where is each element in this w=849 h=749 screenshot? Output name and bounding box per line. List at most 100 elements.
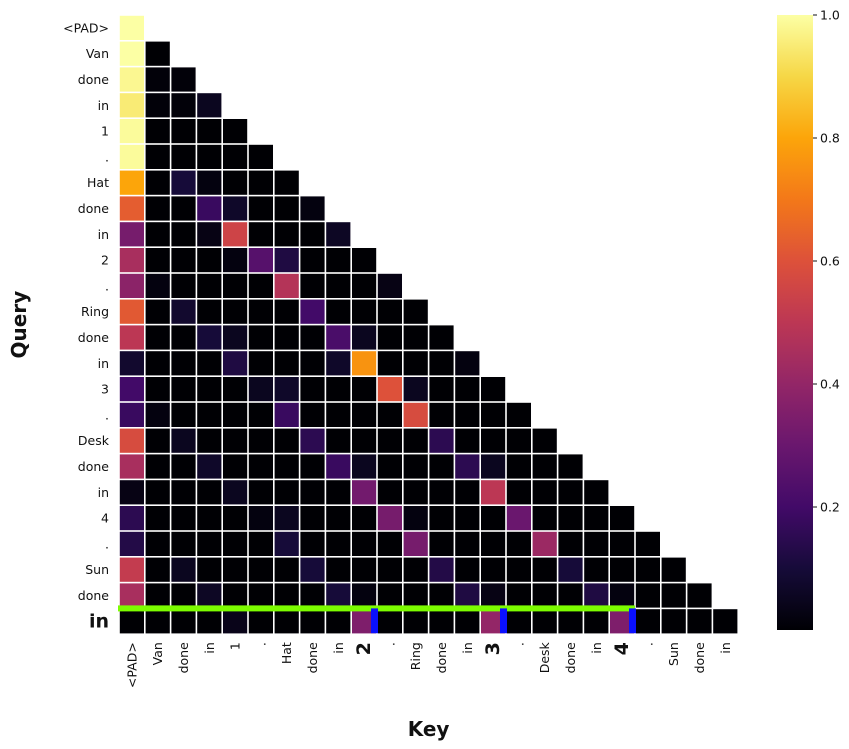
heatmap-cell	[197, 119, 222, 144]
y-tick-label: Van	[86, 46, 109, 61]
heatmap-cell	[145, 144, 170, 169]
y-tick-label: <PAD>	[63, 20, 109, 35]
heatmap-cell	[403, 351, 428, 376]
heatmap-cell	[274, 325, 299, 350]
heatmap-cell	[171, 351, 196, 376]
heatmap-cell	[403, 480, 428, 505]
heatmap-cell	[145, 531, 170, 556]
y-tick-label: in	[98, 485, 109, 500]
x-tick-label: Van	[150, 642, 165, 665]
heatmap-cell	[274, 402, 299, 427]
heatmap-cell	[352, 454, 377, 479]
heatmap-cell	[274, 583, 299, 608]
heatmap-cell	[532, 454, 557, 479]
y-tick-label: in	[98, 227, 109, 242]
heatmap-cell	[300, 402, 325, 427]
heatmap-cell	[171, 506, 196, 531]
heatmap-cell	[403, 402, 428, 427]
heatmap-cell	[274, 609, 299, 634]
heatmap-cell	[429, 377, 454, 402]
heatmap-cell	[326, 609, 351, 634]
heatmap-cell	[145, 299, 170, 324]
heatmap-cell	[713, 609, 738, 634]
heatmap-cell	[223, 170, 248, 195]
heatmap-cell	[223, 609, 248, 634]
heatmap-cell	[377, 299, 402, 324]
heatmap-cell	[403, 609, 428, 634]
heatmap-cell	[171, 531, 196, 556]
heatmap-cell	[145, 119, 170, 144]
y-axis-title: Query	[7, 291, 31, 359]
heatmap-cell	[532, 557, 557, 582]
heatmap-cell	[326, 248, 351, 273]
heatmap-cell	[481, 402, 506, 427]
heatmap-cell	[455, 506, 480, 531]
heatmap-cell	[429, 557, 454, 582]
heatmap-cell	[635, 609, 660, 634]
heatmap-cell	[584, 480, 609, 505]
x-tick-label: 3	[482, 642, 504, 655]
heatmap-cell	[171, 428, 196, 453]
x-tick-label: done	[434, 642, 449, 674]
x-tick-label: done	[692, 642, 707, 674]
heatmap-cell	[248, 273, 273, 298]
heatmap-cell	[506, 506, 531, 531]
x-tick-label: in	[589, 642, 604, 653]
x-tick-label: done	[305, 642, 320, 674]
heatmap-cell	[455, 583, 480, 608]
x-tick-label: Ring	[408, 642, 423, 670]
heatmap-cell	[429, 531, 454, 556]
heatmap-cell	[558, 531, 583, 556]
heatmap-cell	[377, 377, 402, 402]
heatmap-cell	[274, 506, 299, 531]
heatmap-cell	[352, 428, 377, 453]
heatmap-cell	[119, 144, 144, 169]
heatmap-cell	[326, 273, 351, 298]
heatmap-cell	[197, 402, 222, 427]
heatmap-cell	[223, 557, 248, 582]
heatmap-cell	[119, 557, 144, 582]
heatmap-cell	[171, 144, 196, 169]
heatmap-cells	[119, 15, 738, 634]
heatmap-cell	[584, 557, 609, 582]
heatmap-cell	[197, 144, 222, 169]
heatmap-cell	[171, 583, 196, 608]
y-tick-label: .	[105, 149, 109, 164]
heatmap-cell	[506, 480, 531, 505]
x-axis-title: Key	[408, 717, 450, 741]
heatmap-cell	[145, 480, 170, 505]
x-tick-label: 4	[611, 642, 633, 655]
heatmap-cell	[429, 609, 454, 634]
heatmap-cell	[274, 531, 299, 556]
heatmap-cell	[119, 15, 144, 41]
heatmap-cell	[274, 557, 299, 582]
heatmap-cell	[300, 531, 325, 556]
y-tick-label: 1	[101, 124, 109, 139]
x-tick-label: .	[382, 642, 397, 646]
heatmap-cell	[300, 609, 325, 634]
heatmap-cell	[248, 196, 273, 221]
heatmap-cell	[326, 583, 351, 608]
heatmap-cell	[171, 248, 196, 273]
colorbar-tick-label: 0.8	[820, 131, 840, 146]
heatmap-cell	[429, 506, 454, 531]
heatmap-cell	[377, 454, 402, 479]
y-tick-label: in	[98, 356, 109, 371]
heatmap-cell	[248, 454, 273, 479]
heatmap-cell	[223, 222, 248, 247]
x-tick-label: done	[176, 642, 191, 674]
heatmap-cell	[300, 196, 325, 221]
heatmap-cell	[223, 428, 248, 453]
heatmap-cell	[532, 506, 557, 531]
heatmap-cell	[223, 531, 248, 556]
heatmap-cell	[119, 273, 144, 298]
heatmap-cell	[429, 480, 454, 505]
x-tick-label: Hat	[279, 642, 294, 664]
y-tick-label: done	[78, 588, 110, 603]
heatmap-cell	[532, 428, 557, 453]
heatmap-cell	[455, 428, 480, 453]
heatmap-cell	[481, 531, 506, 556]
heatmap-cell	[326, 506, 351, 531]
heatmap-cell	[326, 351, 351, 376]
y-tick-label: 3	[101, 382, 109, 397]
